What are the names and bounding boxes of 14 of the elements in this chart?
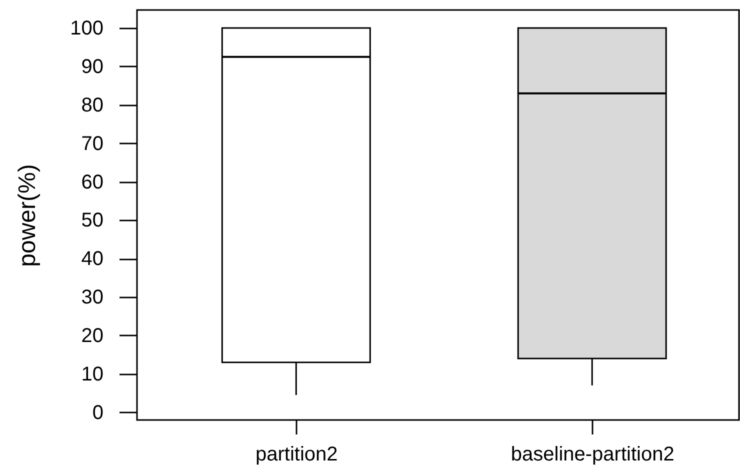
- y-tick-label: 100: [70, 18, 104, 40]
- y-tick-label: 80: [81, 94, 104, 116]
- y-tick-label: 30: [81, 286, 104, 309]
- y-tick-label: 0: [92, 402, 104, 424]
- y-axis-title: power(%): [14, 164, 42, 267]
- x-tick-label: baseline-partition2: [510, 444, 674, 466]
- y-tick-label: 20: [81, 324, 104, 347]
- x-tick-label: partition2: [255, 444, 338, 466]
- y-tick-label: 40: [81, 248, 104, 270]
- y-tick-label: 70: [81, 132, 104, 155]
- y-tick-label: 90: [81, 56, 104, 78]
- y-tick-label: 10: [81, 363, 104, 386]
- y-tick-label: 60: [81, 171, 104, 194]
- y-tick-label: 50: [81, 210, 104, 232]
